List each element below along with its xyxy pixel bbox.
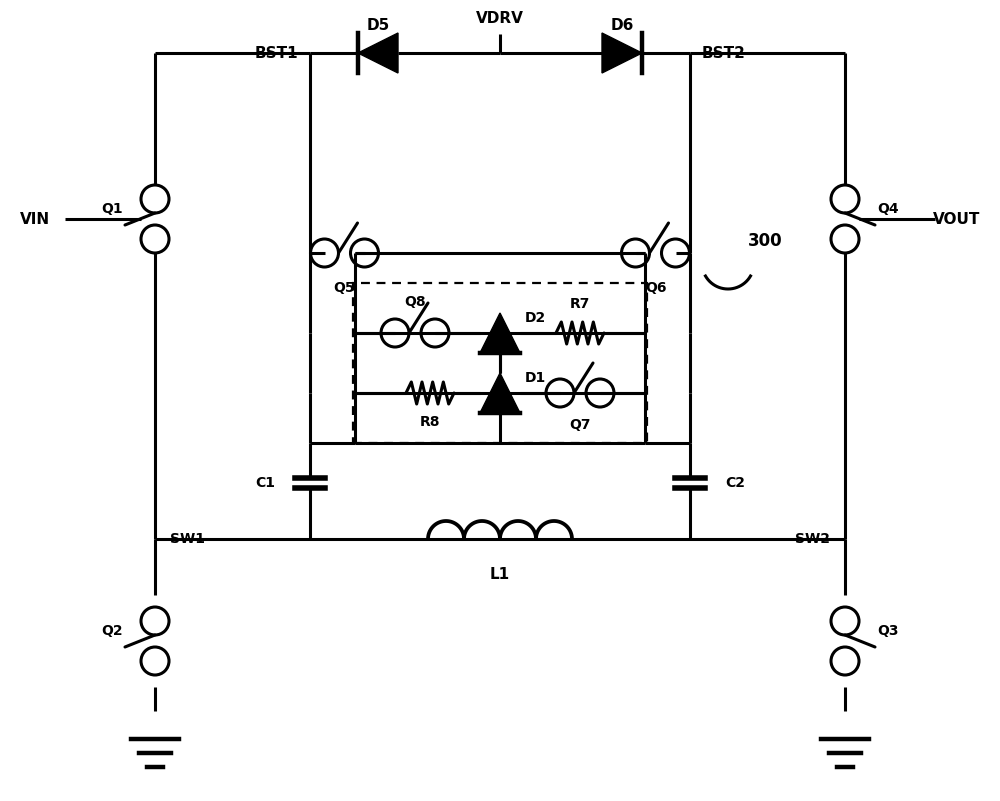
Text: D1: D1 [525,371,546,385]
Text: Q8: Q8 [404,295,426,309]
Text: SW2: SW2 [795,532,830,546]
Text: Q4: Q4 [877,202,899,216]
Text: D6: D6 [610,18,634,33]
Text: VIN: VIN [20,211,50,227]
Text: C2: C2 [725,476,745,490]
Text: R8: R8 [420,415,440,429]
Text: VOUT: VOUT [933,211,980,227]
Text: BST1: BST1 [254,46,298,61]
Polygon shape [480,373,520,413]
Text: Q3: Q3 [877,624,898,638]
Text: C1: C1 [255,476,275,490]
Text: D2: D2 [525,311,546,325]
Text: Q1: Q1 [101,202,123,216]
Polygon shape [358,33,398,73]
Text: VDRV: VDRV [476,11,524,26]
Text: R7: R7 [570,297,590,311]
Polygon shape [602,33,642,73]
Text: D5: D5 [366,18,390,33]
Text: SW1: SW1 [170,532,205,546]
Text: BST2: BST2 [702,46,746,61]
Text: Q6: Q6 [645,281,666,295]
Text: Q5: Q5 [334,281,355,295]
Text: Q7: Q7 [569,418,591,432]
Bar [353,283,647,443]
Text: Q2: Q2 [101,624,123,638]
Text: 300: 300 [748,232,783,250]
Polygon shape [480,313,520,353]
Text: L1: L1 [490,567,510,582]
